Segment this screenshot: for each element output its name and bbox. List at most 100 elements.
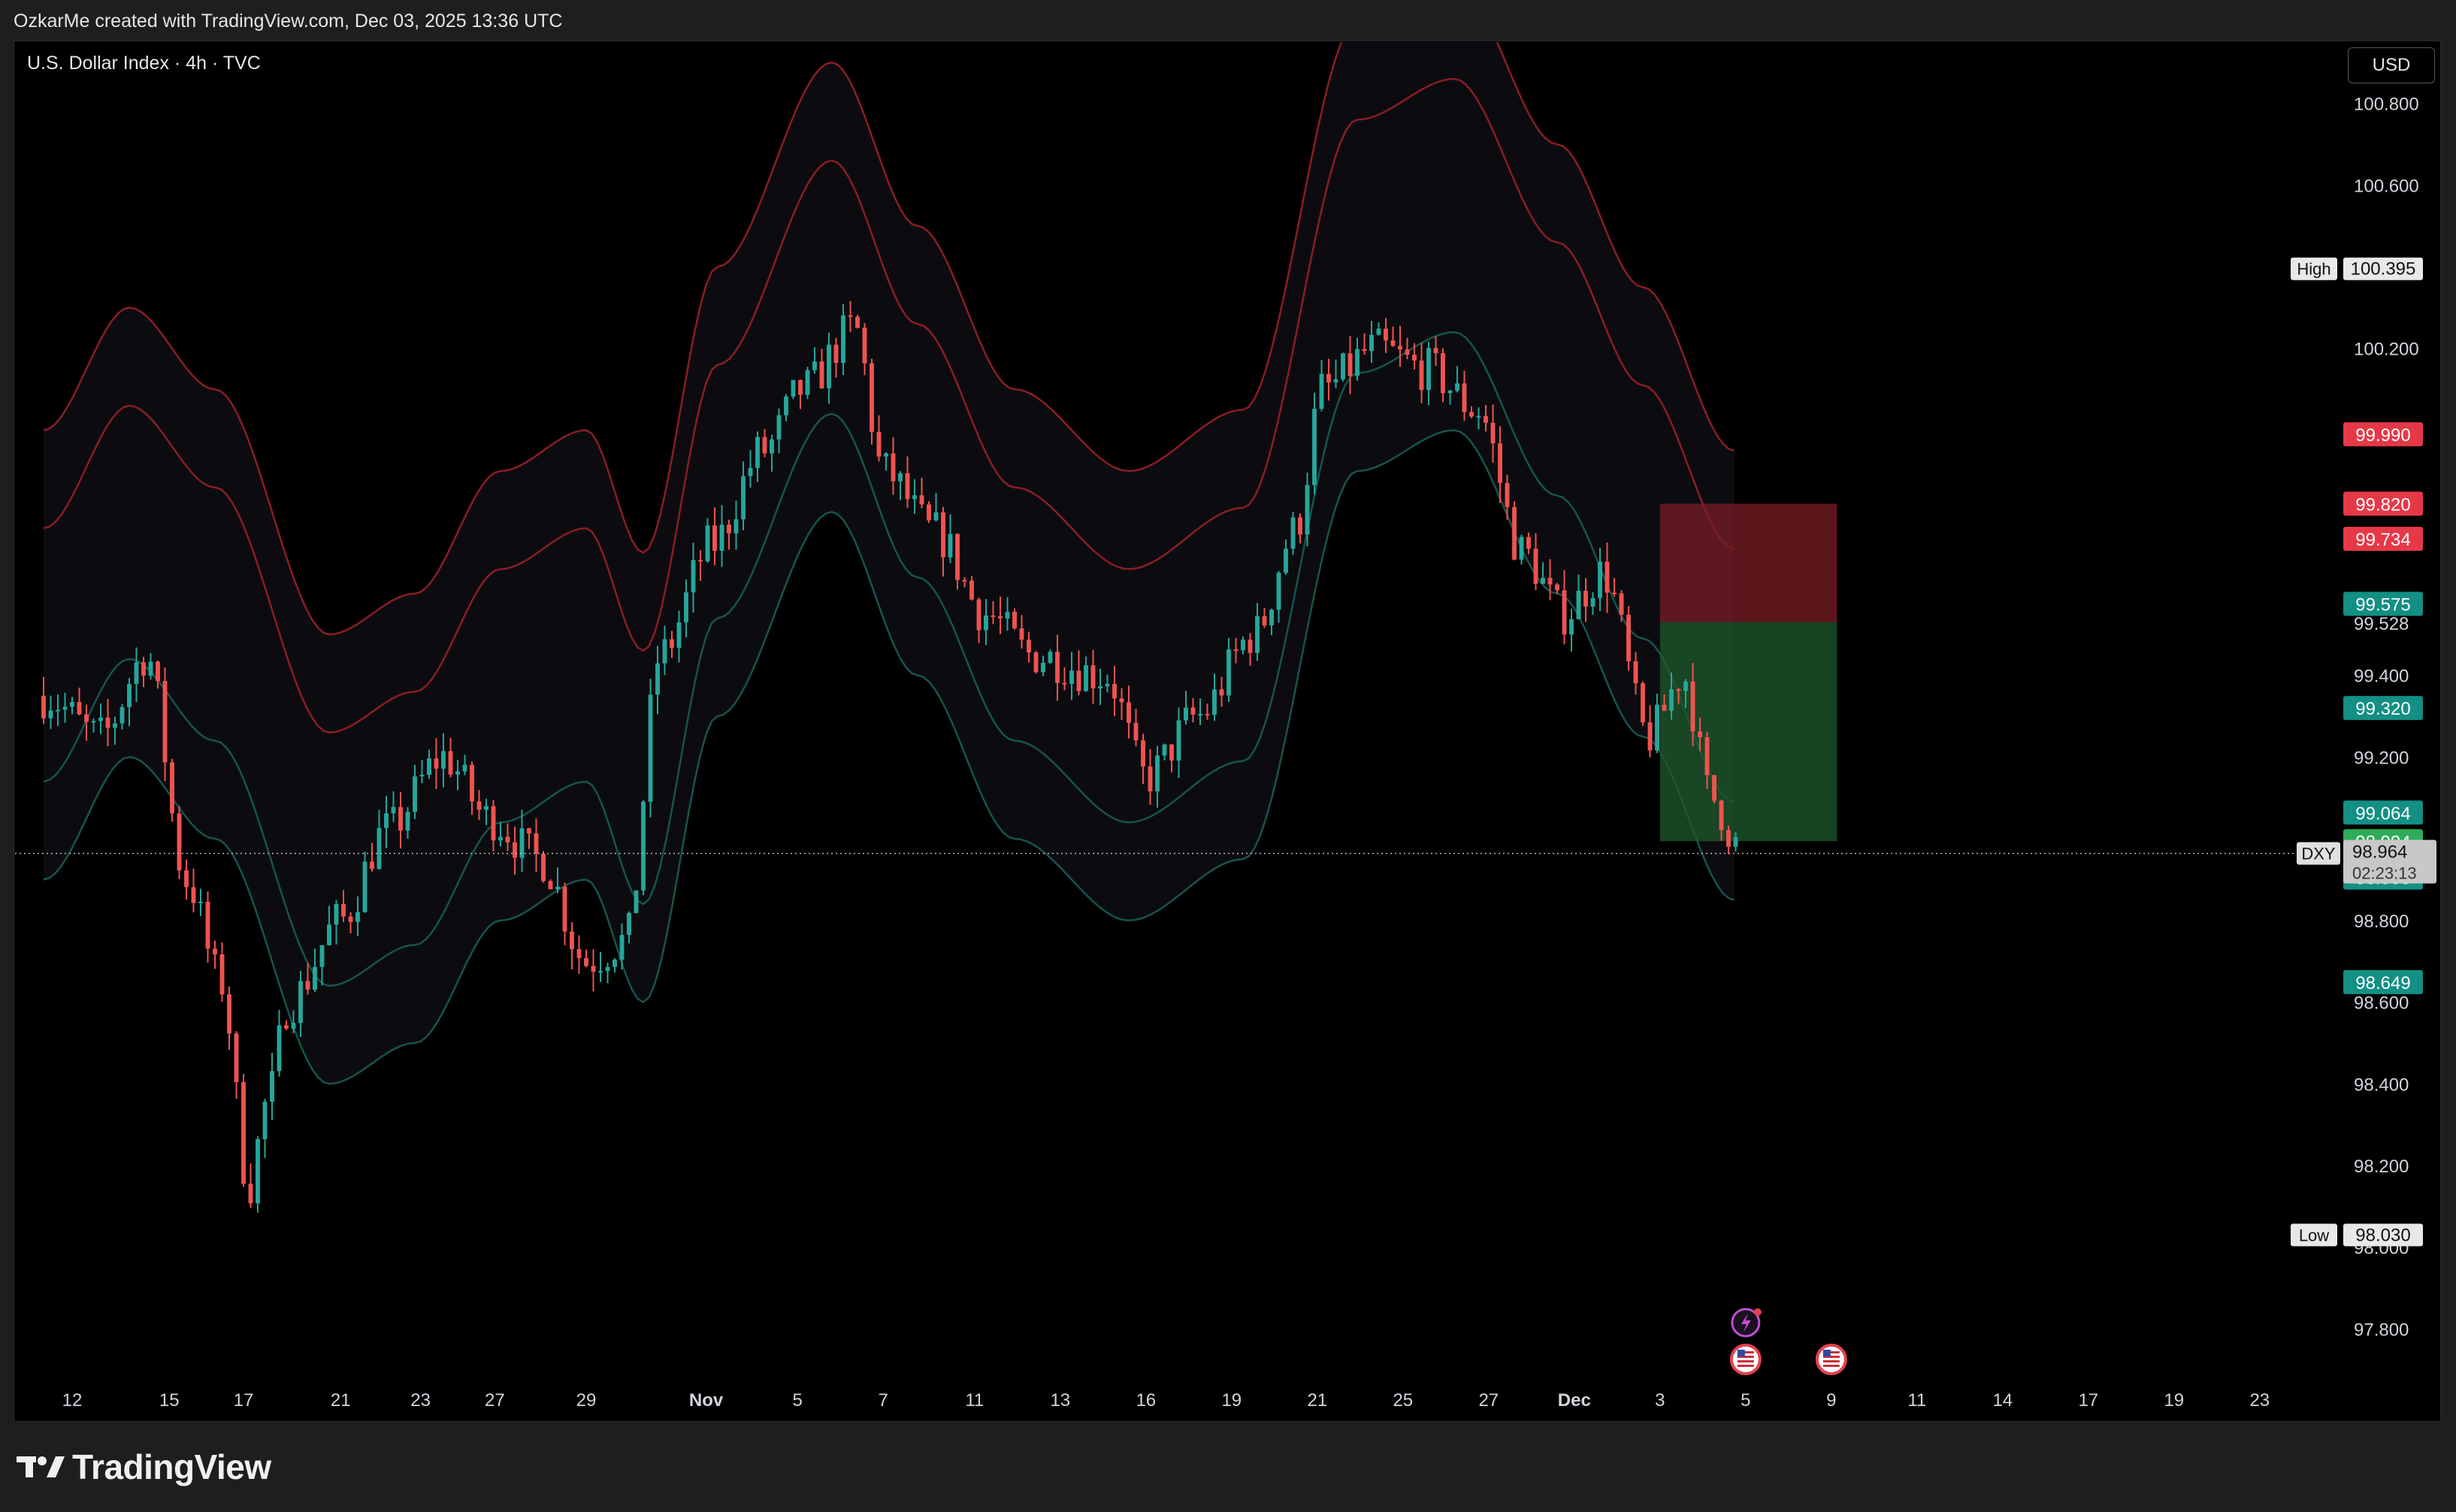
candle bbox=[1719, 800, 1724, 841]
candle bbox=[1547, 559, 1553, 600]
candle bbox=[919, 477, 924, 509]
candle bbox=[1184, 691, 1188, 725]
position-layer bbox=[1659, 503, 1837, 842]
candle bbox=[1355, 337, 1360, 381]
candle bbox=[691, 543, 696, 613]
candle bbox=[605, 963, 610, 984]
candle bbox=[56, 694, 60, 726]
candle bbox=[1284, 539, 1288, 575]
candle bbox=[955, 533, 960, 590]
y-tick-label: 98.200 bbox=[2354, 1157, 2409, 1177]
x-tick-label: 13 bbox=[1050, 1390, 1070, 1411]
candle bbox=[205, 891, 210, 963]
candle bbox=[1205, 703, 1210, 720]
candle bbox=[927, 501, 931, 523]
y-tick-label: 100.600 bbox=[2354, 176, 2419, 196]
price-label-teal: 99.575 bbox=[2343, 591, 2423, 616]
candle bbox=[1012, 608, 1017, 630]
candle bbox=[1441, 348, 1445, 403]
candle bbox=[113, 716, 117, 745]
candle bbox=[1426, 341, 1431, 406]
candle bbox=[162, 667, 168, 782]
candle bbox=[1255, 603, 1260, 661]
candle bbox=[419, 760, 425, 784]
candle bbox=[341, 890, 346, 922]
candle bbox=[1376, 322, 1381, 336]
candle bbox=[470, 761, 474, 815]
candle bbox=[448, 737, 453, 778]
candle bbox=[891, 437, 896, 495]
candle bbox=[698, 550, 703, 581]
band-outer-lower bbox=[43, 429, 1735, 1085]
candle bbox=[1069, 652, 1074, 700]
candle bbox=[855, 314, 860, 329]
candle bbox=[1233, 637, 1239, 664]
svg-text:99.064: 99.064 bbox=[2355, 803, 2410, 824]
candle bbox=[541, 851, 546, 883]
candle bbox=[791, 380, 796, 400]
candle bbox=[1347, 335, 1353, 395]
candle bbox=[1105, 674, 1110, 693]
candle bbox=[1733, 832, 1738, 852]
currency-button[interactable]: USD bbox=[2348, 47, 2435, 83]
x-tick-label: 21 bbox=[1307, 1390, 1327, 1411]
candle bbox=[41, 676, 46, 724]
candle bbox=[241, 1073, 246, 1187]
candle bbox=[1341, 352, 1345, 382]
band-inner-upper bbox=[43, 77, 1735, 733]
candle bbox=[219, 942, 225, 1002]
candle bbox=[105, 699, 110, 747]
candle bbox=[391, 791, 396, 822]
candle bbox=[748, 449, 753, 488]
low-label: Low 98.030 bbox=[2291, 1223, 2423, 1247]
svg-text:99.320: 99.320 bbox=[2355, 699, 2410, 719]
candle bbox=[1598, 547, 1602, 612]
candle bbox=[1190, 697, 1196, 723]
us-flag-event-icon bbox=[1729, 1344, 1762, 1375]
candle bbox=[1148, 748, 1153, 805]
svg-text:99.990: 99.990 bbox=[2355, 425, 2410, 446]
candle bbox=[377, 809, 382, 870]
candle bbox=[191, 868, 196, 913]
candle bbox=[562, 882, 567, 945]
x-tick-label: 3 bbox=[1655, 1390, 1665, 1411]
tradingview-logo[interactable]: TradingView bbox=[17, 1447, 271, 1487]
candle bbox=[1512, 500, 1517, 561]
svg-text:98.649: 98.649 bbox=[2355, 973, 2410, 993]
candle bbox=[776, 408, 782, 454]
candle bbox=[1033, 651, 1039, 674]
x-tick-label: 21 bbox=[331, 1390, 351, 1411]
candle bbox=[1155, 745, 1160, 808]
band-outer-upper bbox=[43, 42, 1735, 636]
candle bbox=[1198, 698, 1202, 725]
svg-text:High: High bbox=[2297, 260, 2330, 279]
y-tick-label: 97.800 bbox=[2354, 1320, 2409, 1340]
candle bbox=[313, 948, 317, 993]
x-tick-label: 5 bbox=[793, 1390, 803, 1411]
us-flag-event-icon bbox=[1815, 1344, 1847, 1375]
x-tick-label: 14 bbox=[1992, 1390, 2013, 1411]
candle bbox=[1484, 404, 1488, 432]
x-tick-label: 29 bbox=[576, 1390, 597, 1411]
candle bbox=[1712, 775, 1716, 803]
candle bbox=[1041, 655, 1045, 676]
svg-text:99.575: 99.575 bbox=[2355, 595, 2410, 615]
svg-text:02:23:13: 02:23:13 bbox=[2352, 864, 2417, 883]
candle bbox=[1162, 743, 1167, 761]
candle bbox=[327, 906, 331, 946]
candle bbox=[1090, 649, 1096, 704]
candle bbox=[848, 301, 853, 332]
candle bbox=[612, 957, 617, 973]
candle bbox=[655, 646, 660, 715]
candle bbox=[234, 1031, 239, 1099]
candle bbox=[291, 1010, 296, 1033]
candle bbox=[1519, 534, 1524, 565]
symbol-title[interactable]: U.S. Dollar Index · 4h · TVC bbox=[27, 53, 261, 74]
candle bbox=[1027, 631, 1031, 663]
x-tick-label: 9 bbox=[1826, 1390, 1836, 1411]
candle bbox=[1669, 673, 1674, 720]
y-tick-label: 98.600 bbox=[2354, 993, 2409, 1014]
candle bbox=[476, 790, 482, 821]
candle bbox=[1698, 718, 1702, 751]
